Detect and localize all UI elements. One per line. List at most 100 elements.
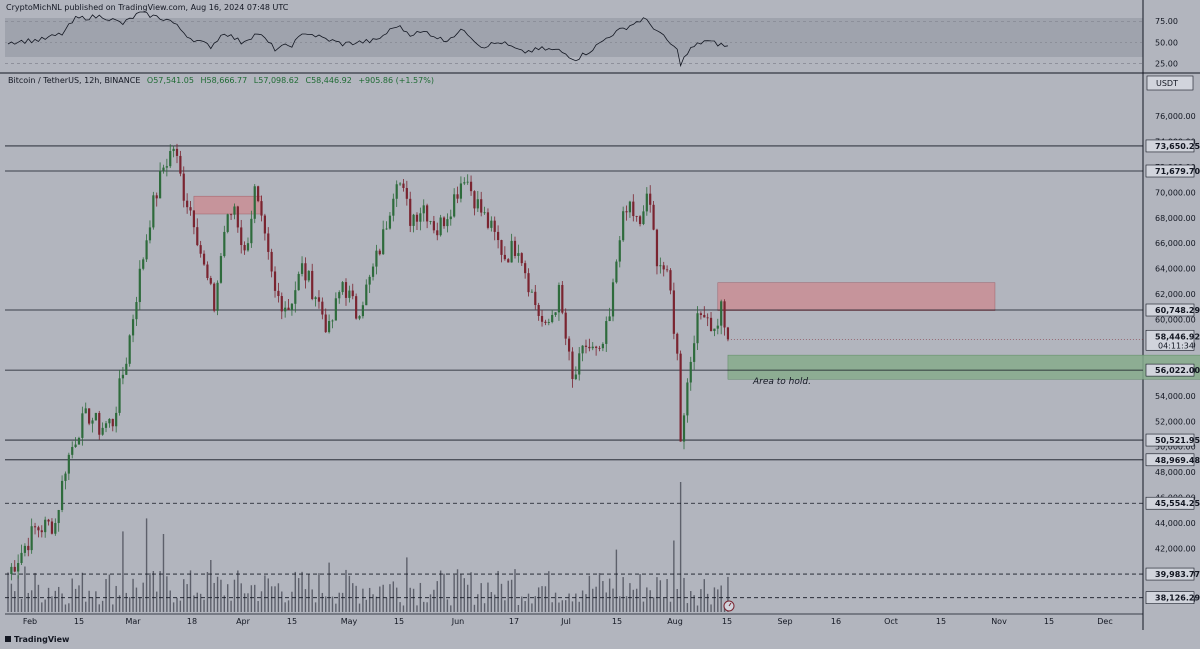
last-price-box <box>1145 329 1195 351</box>
volume-bar <box>17 575 19 612</box>
volume-bar <box>531 603 533 612</box>
volume-bar <box>162 534 165 612</box>
volume-bar <box>727 576 729 612</box>
candle-body <box>446 219 449 227</box>
volume-bar <box>294 571 296 612</box>
volume-bar <box>375 596 378 612</box>
rsi-line <box>7 11 728 68</box>
publisher-text: CryptoMichNL published on TradingView.co… <box>6 3 289 12</box>
volume-bar <box>166 576 168 612</box>
time-tick-label: 15 <box>936 617 946 626</box>
volume-bar <box>189 570 192 612</box>
price-tick-label: 60,000.00 <box>1155 316 1196 325</box>
candle-body <box>182 173 185 201</box>
candle-body <box>652 204 655 230</box>
volume-bar <box>575 593 577 612</box>
candle-body <box>108 418 111 424</box>
candle-body <box>280 296 283 312</box>
candle-body <box>540 315 544 322</box>
candle-body <box>33 526 37 528</box>
candle-body <box>277 290 280 297</box>
candle-body <box>236 206 239 228</box>
volume-bar <box>247 593 249 612</box>
candle-body <box>260 201 263 216</box>
volume-bar <box>34 572 36 612</box>
volume-bar <box>68 603 70 612</box>
candle-body <box>395 184 398 199</box>
volume-bar <box>565 600 567 612</box>
volume-bar <box>571 601 574 612</box>
level-price-box <box>1145 453 1195 467</box>
volume-bar <box>345 569 347 612</box>
candle-body <box>537 305 540 316</box>
volume-bar <box>152 570 155 612</box>
candle-body <box>507 259 510 263</box>
volume-bar <box>27 592 29 612</box>
candle-body <box>571 351 574 380</box>
volume-bar <box>446 599 449 612</box>
candle-body <box>233 206 236 215</box>
candle-body <box>486 212 490 228</box>
candle-body <box>567 338 571 352</box>
candle-body <box>574 374 577 380</box>
candle-body <box>419 213 422 222</box>
candle-body <box>500 240 503 255</box>
level-price-label: 45,554.25 <box>1155 499 1200 508</box>
level-price-label: 50,521.95 <box>1155 436 1200 445</box>
volume-bar <box>254 584 256 612</box>
time-axis[interactable]: Feb 15 Mar 18 Apr 15 May 15 Jun 17 Jul 15 Aug 15 Sep 16… <box>23 617 1113 626</box>
price-tick-label: 44,000.00 <box>1155 519 1196 528</box>
volume-bar <box>291 591 293 612</box>
volume-bar <box>30 590 33 612</box>
volume-bar <box>554 592 557 612</box>
volume-bar <box>216 576 219 612</box>
candle-body <box>199 245 202 254</box>
candle-body <box>709 317 713 332</box>
volume-bar <box>274 586 276 612</box>
volume-bar <box>196 592 198 612</box>
volume-bar <box>139 597 141 612</box>
volume-bar <box>548 571 550 612</box>
candle-body <box>104 423 108 428</box>
candle-body <box>382 229 385 255</box>
volume-bar <box>592 588 594 612</box>
volume-bar <box>429 594 432 612</box>
volume-bar <box>348 575 351 612</box>
volume-bar <box>639 573 641 612</box>
candle-body <box>557 284 561 313</box>
volume-bar <box>517 605 520 612</box>
symbol-line: Bitcoin / TetherUS, 12h, BINANCE O57,541… <box>8 76 434 85</box>
volume-bar <box>527 593 530 612</box>
candle-body <box>243 245 246 251</box>
volume-bar <box>314 602 317 612</box>
rsi-layer: 75.00 50.00 25.00 <box>5 11 1178 68</box>
candle-body <box>341 282 344 293</box>
volume-bar <box>402 605 405 612</box>
volume-bar <box>473 604 476 612</box>
candle-body <box>361 305 364 317</box>
rsi-band <box>5 18 1143 57</box>
candle-body <box>693 343 696 362</box>
volume-bar <box>690 591 692 612</box>
time-tick-label: Aug <box>667 617 683 626</box>
candle-body <box>655 229 659 267</box>
level-price-box <box>1145 363 1195 377</box>
candle-body <box>202 253 206 265</box>
volume-bar <box>470 572 472 612</box>
candle-body <box>328 321 331 333</box>
candle-body <box>311 270 314 300</box>
candle-body <box>334 298 337 321</box>
volume-bar <box>389 584 391 612</box>
candle-body <box>257 186 260 202</box>
alert-icon[interactable] <box>723 600 735 612</box>
volume-bar <box>210 560 212 612</box>
candle-body <box>338 292 341 299</box>
candle-body <box>432 221 435 231</box>
candle-body <box>429 221 432 222</box>
currency-badge[interactable] <box>1146 75 1194 91</box>
candle-body <box>351 290 354 297</box>
volume-bar <box>642 601 645 612</box>
candle-body <box>71 446 74 455</box>
candle-body <box>263 215 266 234</box>
